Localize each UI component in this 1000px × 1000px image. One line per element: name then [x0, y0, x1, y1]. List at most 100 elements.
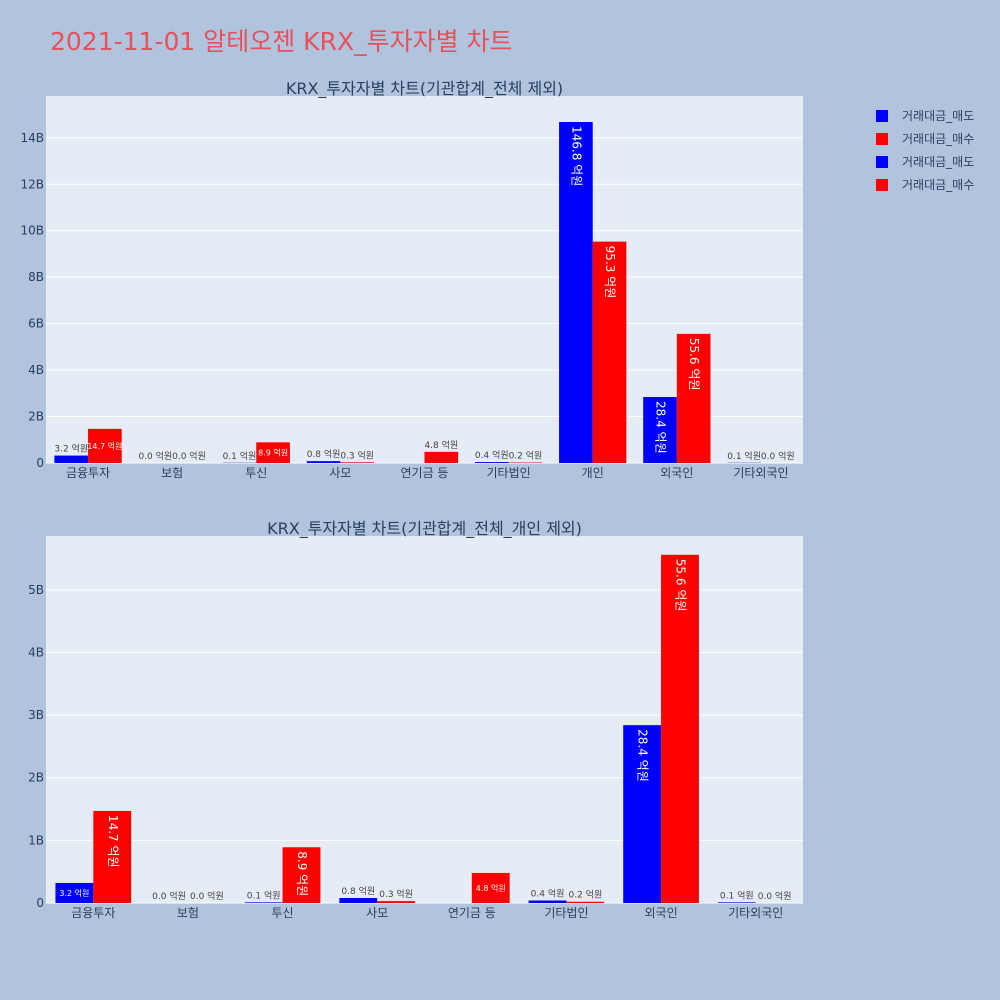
data-label: 0.0 억원	[138, 450, 172, 462]
legend-label-sell-2: 거래대금_매도	[902, 155, 975, 169]
x-tick-label: 외국인	[660, 466, 693, 480]
data-label: 55.6 억원	[673, 559, 687, 612]
legend-swatch-buy	[876, 132, 888, 145]
chart-title: KRX_투자자별 차트(기관합계_전체_개인 제외)	[267, 519, 582, 539]
data-label: 0.2 억원	[509, 450, 543, 462]
bar	[306, 461, 341, 463]
x-tick-label: 기타법인	[487, 466, 531, 480]
y-tick-label: 5B	[28, 583, 44, 597]
bar	[661, 554, 699, 903]
legend-label-buy-2: 거래대금_매수	[902, 178, 975, 192]
x-tick-label: 금융투자	[71, 906, 115, 920]
bar	[717, 902, 756, 903]
bar	[340, 462, 375, 463]
y-tick-label: 10B	[20, 224, 44, 238]
x-tick-label: 금융투자	[66, 466, 110, 480]
legend-label-sell: 거래대금_매도	[902, 109, 975, 123]
y-tick-label: 1B	[28, 833, 44, 847]
legend-item-sell-2[interactable]: 거래대금_매도	[876, 150, 974, 173]
data-label: 0.2 억원	[568, 889, 602, 901]
data-label: 0.1 억원	[727, 450, 761, 462]
chart-2: KRX_투자자별 차트(기관합계_전체_개인 제외) 0 1B 2B 3B 4B 5B 3.2…	[28, 519, 803, 920]
y-tick-label: 8B	[28, 270, 44, 284]
data-label: 0.0 억원	[758, 890, 792, 902]
data-label: 0.0 억원	[190, 890, 224, 902]
data-label: 0.0 억원	[172, 450, 206, 462]
bar	[528, 900, 567, 903]
legend-swatch-buy-2	[876, 178, 888, 191]
data-label: 28.4 억원	[654, 401, 668, 454]
data-label: 8.9 억원	[258, 448, 288, 458]
x-tick-label: 보험	[177, 906, 199, 920]
legend-label-buy: 거래대금_매수	[902, 132, 975, 146]
legend-item-sell[interactable]: 거래대금_매도	[876, 104, 974, 127]
data-label: 14.7 억원	[87, 441, 122, 451]
y-tick-label: 6B	[28, 317, 44, 331]
data-label: 0.3 억원	[379, 888, 413, 900]
bar	[88, 428, 122, 463]
bar	[377, 901, 416, 903]
bar	[643, 397, 677, 463]
x-tick-label: 투신	[272, 906, 294, 920]
x-tick-label: 기타외국인	[733, 466, 788, 480]
bar	[471, 872, 510, 903]
data-label: 4.8 억원	[424, 439, 458, 451]
y-tick-label: 14B	[20, 131, 44, 145]
y-tick-label: 2B	[28, 771, 44, 785]
x-tick-label: 사모	[366, 906, 388, 920]
data-label: 0.1 억원	[720, 889, 754, 901]
y-tick-label: 3B	[28, 708, 44, 722]
x-tick-label: 투신	[245, 466, 267, 480]
bar	[256, 442, 290, 463]
legend[interactable]: 거래대금_매도 거래대금_매수 거래대금_매도 거래대금_매수	[876, 104, 974, 196]
legend-swatch-sell	[876, 109, 888, 122]
x-tick-label: 기타법인	[544, 906, 588, 920]
chart-title: KRX_투자자별 차트(기관합계_전체 제외)	[286, 79, 563, 99]
bar	[282, 847, 321, 903]
data-label: 0.0 억원	[152, 890, 186, 902]
bar	[592, 241, 627, 463]
data-label: 4.8 억원	[476, 883, 506, 893]
data-label: 14.7 억원	[106, 815, 120, 868]
y-tick-label: 0	[36, 456, 44, 470]
y-tick-label: 2B	[28, 410, 44, 424]
data-label: 0.8 억원	[341, 885, 375, 897]
bar	[623, 725, 662, 903]
data-label: 3.2 억원	[59, 888, 89, 898]
bar	[93, 810, 132, 903]
data-label: 0.1 억원	[247, 889, 281, 901]
x-tick-label: 개인	[582, 466, 604, 480]
y-tick-label: 12B	[20, 177, 44, 191]
bar	[339, 897, 378, 903]
bar	[474, 462, 509, 463]
x-tick-label: 기타외국인	[728, 906, 783, 920]
page-title: 2021-11-01 알테오젠 KRX_투자자별 차트	[50, 27, 513, 56]
legend-swatch-sell-2	[876, 155, 888, 168]
bar	[54, 455, 89, 463]
y-tick-label: 0	[36, 896, 44, 910]
x-tick-label: 사모	[329, 466, 351, 480]
data-label: 0.1 억원	[223, 450, 257, 462]
data-label: 0.8 억원	[307, 448, 341, 460]
data-label: 95.3 억원	[603, 246, 617, 299]
data-label: 0.3 억원	[340, 449, 374, 461]
legend-item-buy-2[interactable]: 거래대금_매수	[876, 173, 974, 196]
data-label: 0.4 억원	[531, 887, 565, 899]
data-label: 3.2 억원	[54, 443, 88, 455]
legend-item-buy[interactable]: 거래대금_매수	[876, 127, 974, 150]
data-label: 0.0 억원	[761, 450, 795, 462]
chart-1: KRX_투자자별 차트(기관합계_전체 제외) 0 2B 4B 6B 8B 10B 12B 14…	[20, 79, 803, 480]
data-label: 55.6 억원	[687, 338, 701, 391]
data-label: 146.8 억원	[569, 126, 583, 186]
y-tick-label: 4B	[28, 363, 44, 377]
data-label: 28.4 억원	[636, 729, 650, 782]
x-tick-label: 보험	[161, 466, 183, 480]
x-tick-label: 연기금 등	[401, 466, 449, 480]
x-tick-label: 연기금 등	[448, 906, 496, 920]
bar	[676, 333, 711, 463]
bar	[566, 901, 605, 903]
data-label: 0.4 억원	[475, 449, 509, 461]
bar	[559, 122, 593, 463]
bar	[55, 882, 94, 903]
